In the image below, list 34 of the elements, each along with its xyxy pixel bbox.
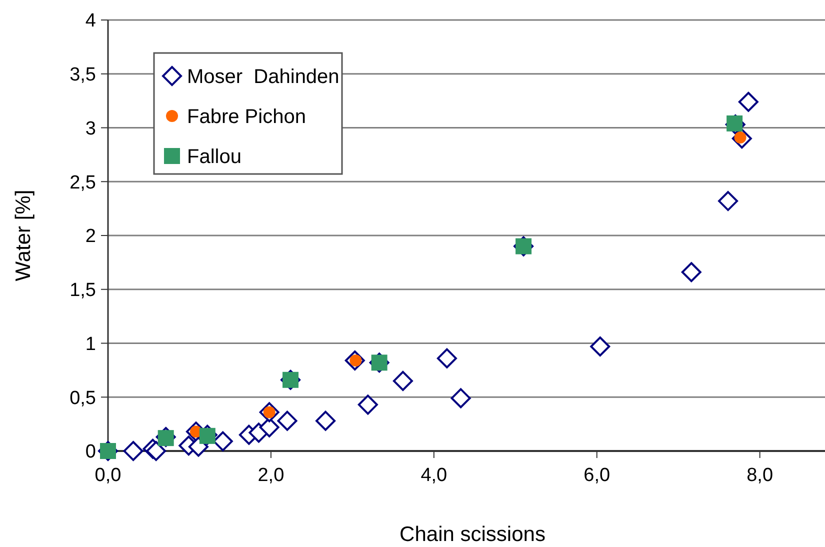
- y-tick-label: 3: [85, 118, 96, 140]
- point: [392, 370, 413, 391]
- point: [450, 388, 471, 408]
- point: [358, 394, 378, 415]
- legend-label: Fabre Pichon: [187, 106, 306, 128]
- point: [146, 441, 166, 461]
- point: [199, 428, 216, 444]
- point: [188, 436, 208, 457]
- y-axis-title: Water [%]: [12, 190, 35, 282]
- y-tick-label: 4: [85, 10, 96, 32]
- x-axis-title: Chain scissions: [400, 523, 546, 546]
- y-tick-label: 2: [85, 226, 96, 248]
- point: [718, 191, 738, 212]
- point: [316, 410, 336, 431]
- point: [681, 262, 702, 282]
- point: [590, 336, 610, 356]
- x-tick-label: 4,0: [420, 465, 448, 486]
- x-tick-label: 0,0: [94, 465, 122, 486]
- legend-label: Moser Dahinden: [187, 66, 340, 88]
- x-tick-label: 2,0: [258, 465, 284, 486]
- y-tick-label: 1: [85, 334, 96, 355]
- legend-label: Fallou: [187, 146, 242, 168]
- point: [277, 410, 298, 431]
- x-tick-label: 8,0: [746, 465, 774, 486]
- x-tick-label: 6,0: [584, 465, 610, 486]
- y-tick-label: 1,5: [70, 280, 96, 302]
- y-tick-label: 3,5: [70, 64, 96, 86]
- y-tick-label: 0: [85, 442, 96, 463]
- y-tick-label: 2,5: [70, 172, 96, 194]
- point: [212, 431, 233, 452]
- point: [738, 92, 758, 112]
- y-tick-label: 0,5: [70, 388, 96, 409]
- point: [436, 348, 457, 368]
- point: [123, 441, 144, 461]
